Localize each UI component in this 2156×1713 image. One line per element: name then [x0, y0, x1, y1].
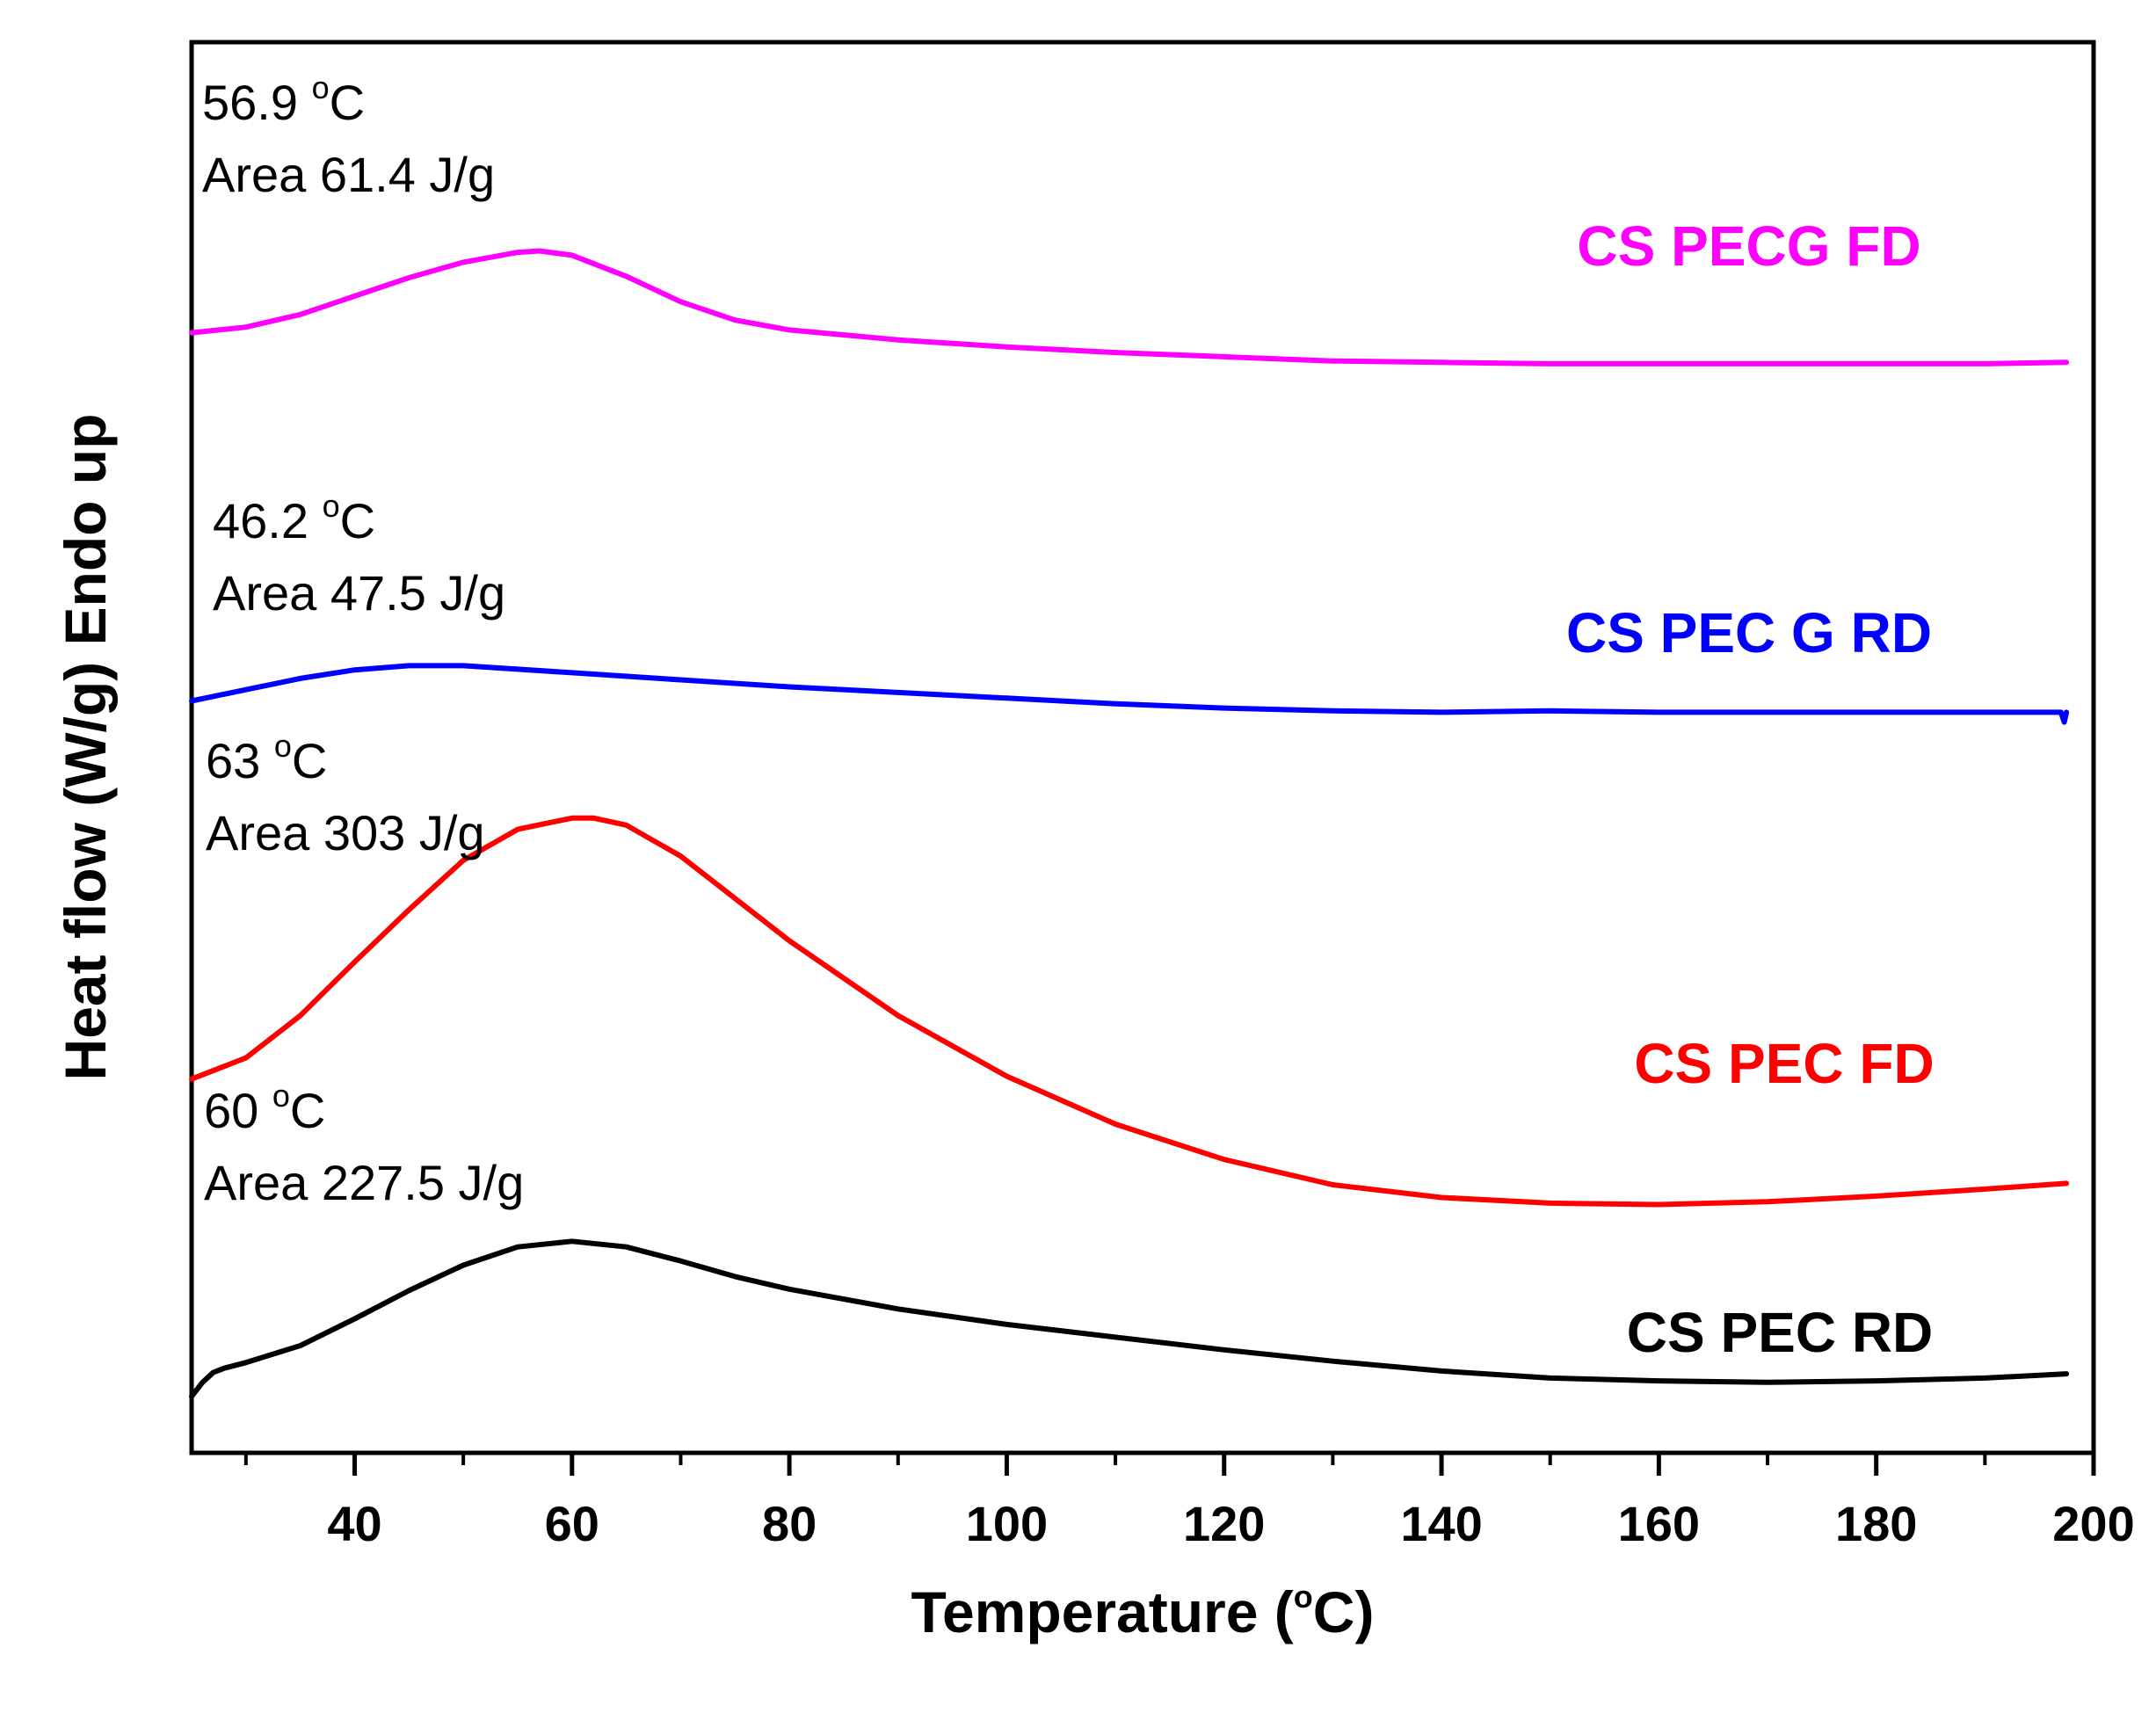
x-axis-title: Temperature (oC): [911, 1579, 1375, 1644]
x-tick-label: 140: [1400, 1496, 1482, 1551]
series-line-3: [189, 1238, 2070, 1399]
area-annotation-3: Area 227.5 J/g: [204, 1155, 524, 1210]
x-axis: 40 60 80 100 120 140 160 180 200: [243, 1453, 2135, 1551]
x-tick-label: 60: [545, 1496, 599, 1551]
peak-annotations: 56.9 oC Area 61.4 J/g 46.2 oC Area 47.5 J/g…: [202, 69, 524, 1210]
series-label-0: CS PECG FD: [1577, 214, 1920, 278]
series-line-1: [189, 663, 2070, 725]
series-line-2: [189, 815, 2070, 1208]
x-tick-label: 100: [966, 1496, 1048, 1551]
series-labels: CS PECG FD CS PEC G RD CS PEC FD CS PEC RD: [1566, 214, 1935, 1364]
peak-temp-annotation-3: 60 oC: [204, 1078, 325, 1138]
area-annotation-0: Area 61.4 J/g: [202, 147, 495, 202]
series-label-1: CS PEC G RD: [1566, 601, 1932, 664]
series-line-0: [189, 248, 2070, 367]
x-tick-label: 40: [327, 1496, 381, 1551]
area-annotation-2: Area 303 J/g: [206, 805, 485, 860]
peak-temp-annotation-2: 63 oC: [206, 728, 327, 788]
y-axis-title: Heat flow (W/g) Endo up: [53, 414, 118, 1081]
plot-area-frame: [189, 40, 2096, 1455]
x-tick-label: 120: [1183, 1496, 1265, 1551]
peak-temp-annotation-0: 56.9 oC: [202, 69, 365, 130]
series-label-3: CS PEC RD: [1627, 1301, 1934, 1364]
series-label-2: CS PEC FD: [1634, 1032, 1934, 1095]
area-annotation-1: Area 47.5 J/g: [213, 565, 505, 621]
x-tick-label: 160: [1618, 1496, 1700, 1551]
x-tick-label: 80: [762, 1496, 817, 1551]
series-lines: [189, 248, 2070, 1399]
peak-temp-annotation-1: 46.2 oC: [213, 488, 375, 548]
x-tick-label: 200: [2052, 1496, 2134, 1551]
x-tick-label: 180: [1835, 1496, 1917, 1551]
